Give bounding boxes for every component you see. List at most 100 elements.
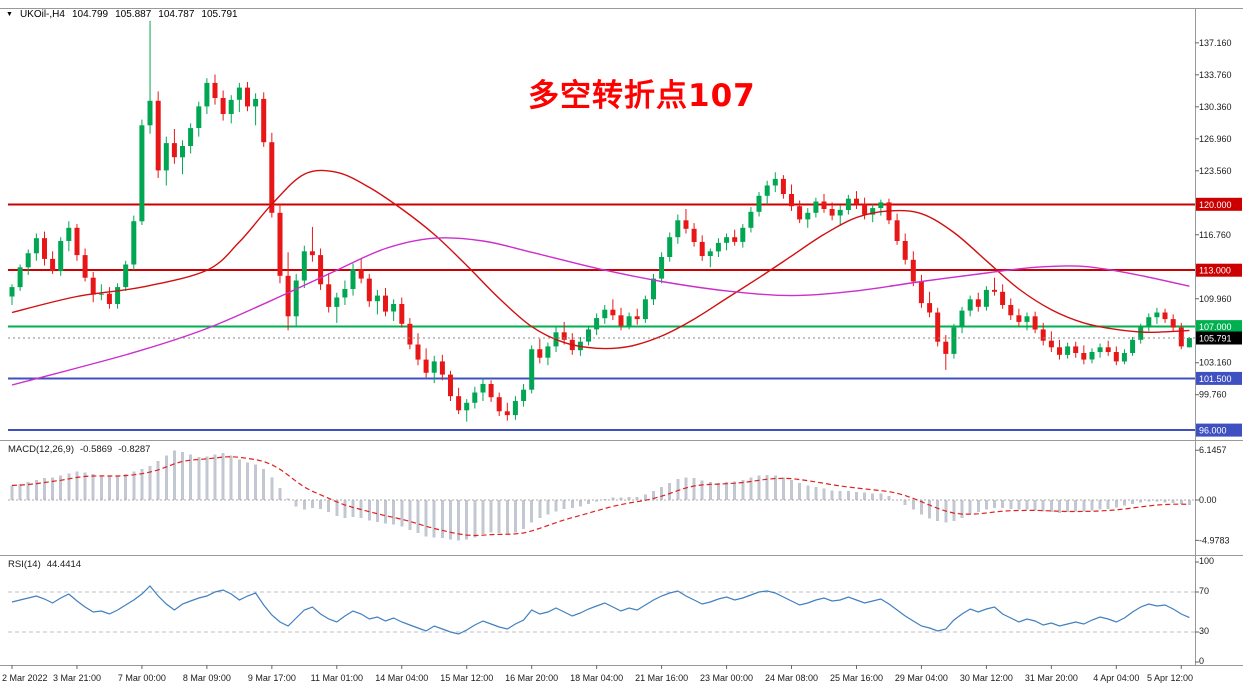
candle-body xyxy=(1040,329,1046,341)
candle-body xyxy=(285,275,291,317)
candle-body xyxy=(33,238,39,254)
candle-body xyxy=(594,318,600,330)
candle-body xyxy=(910,259,916,282)
candle-body xyxy=(756,195,762,212)
candle-body xyxy=(253,98,259,107)
candle-body xyxy=(1008,305,1014,316)
axis-label: 23 Mar 00:00 xyxy=(700,673,753,683)
candle-body xyxy=(691,228,697,242)
candle-body xyxy=(862,204,868,215)
candle-body xyxy=(9,287,15,297)
ma-magenta-line xyxy=(11,237,1190,386)
axis-label: 99.760 xyxy=(1199,390,1227,400)
candle-body xyxy=(1121,353,1127,362)
axis-label: 2 Mar 2022 xyxy=(2,673,48,683)
candle-body xyxy=(545,346,551,358)
candle-body xyxy=(488,384,494,398)
candle-body xyxy=(1170,319,1176,328)
candle-body xyxy=(42,238,47,259)
axis-label: 5 Apr 12:00 xyxy=(1147,673,1193,683)
candle-body xyxy=(797,206,803,220)
candle-body xyxy=(1032,316,1038,330)
candle-body xyxy=(171,143,177,158)
candle-body xyxy=(464,402,470,411)
candle-body xyxy=(163,143,169,171)
candle-body xyxy=(1097,347,1103,352)
candle-body xyxy=(1113,352,1119,362)
candle-body xyxy=(521,389,527,401)
candle-body xyxy=(651,278,656,300)
level-price-badge xyxy=(1196,371,1242,385)
candle-body xyxy=(805,212,811,220)
candle-body xyxy=(854,198,859,205)
moving-averages xyxy=(8,169,1195,386)
candle-body xyxy=(180,146,185,158)
candle-body xyxy=(269,142,275,213)
candle-body xyxy=(772,178,778,186)
candle-body xyxy=(602,309,608,319)
candle-body xyxy=(188,128,194,146)
rsi-indicator-label: RSI(14) 44.4414 xyxy=(8,559,81,570)
ohlc-close: 105.791 xyxy=(201,9,238,20)
candle-body xyxy=(196,106,202,128)
axis-label: 101.500 xyxy=(1199,374,1232,384)
symbol-dropdown-icon[interactable]: ▼ xyxy=(6,10,13,18)
candle-body xyxy=(634,316,640,320)
level-price-badge xyxy=(1196,320,1242,334)
candle-body xyxy=(943,341,949,354)
candle-body xyxy=(58,241,64,272)
axis-label: 116.760 xyxy=(1199,230,1231,240)
candle-body xyxy=(983,289,989,307)
candle-body xyxy=(918,281,924,304)
candle-body xyxy=(17,267,23,288)
candle-body xyxy=(675,220,681,238)
candle-body xyxy=(139,125,145,222)
axes[interactable]: 137.160 133.760 130.360 126.960 123.560 116.7… xyxy=(0,8,1243,683)
axis-label: 15 Mar 12:00 xyxy=(440,673,493,683)
axis-label: 6.1457 xyxy=(1199,445,1227,455)
macd-signal-line xyxy=(11,456,1190,537)
candle-body xyxy=(415,344,421,360)
candle-body xyxy=(789,194,794,207)
axis-label: 70 xyxy=(1199,586,1209,596)
candle-body xyxy=(707,251,713,256)
candle-body xyxy=(683,220,689,229)
axis-label: 24 Mar 08:00 xyxy=(765,673,818,683)
ohlc-open: 104.799 xyxy=(71,9,109,20)
candle-body xyxy=(1016,315,1022,322)
rsi-value: 44.4414 xyxy=(46,559,82,570)
axis-label: 0 xyxy=(1199,656,1204,666)
candle-body xyxy=(1081,353,1087,360)
axis-label: 30 xyxy=(1199,626,1209,636)
candle-body xyxy=(212,82,218,98)
candle-body xyxy=(204,82,210,107)
candle-body xyxy=(902,241,908,260)
candle-body xyxy=(25,253,31,268)
chart-annotation-text[interactable]: 多空转折点107 xyxy=(528,78,756,114)
candle-body xyxy=(967,299,973,311)
candle-body xyxy=(975,299,981,307)
candle-body xyxy=(870,208,876,215)
candle-body xyxy=(74,227,80,256)
candle-body xyxy=(374,295,380,302)
axis-label: 11 Mar 01:00 xyxy=(311,673,363,683)
candle-body xyxy=(301,251,307,281)
axis-label: 120.000 xyxy=(1199,200,1232,210)
candle-body xyxy=(1065,346,1071,355)
candle-body xyxy=(245,87,250,107)
candle-body xyxy=(764,185,770,196)
axis-label: 25 Mar 16:00 xyxy=(830,673,883,683)
candle-body xyxy=(837,209,843,216)
candle-body xyxy=(334,297,340,307)
candle-body xyxy=(98,293,104,295)
candle-body xyxy=(350,269,356,289)
axis-label: 130.360 xyxy=(1199,102,1232,112)
rsi-panel[interactable] xyxy=(8,585,1195,635)
candle-body xyxy=(1178,327,1184,347)
candlestick-series xyxy=(9,20,1192,422)
macd-panel[interactable] xyxy=(8,450,1195,541)
candle-body xyxy=(845,198,851,210)
candle-body xyxy=(1048,340,1054,348)
